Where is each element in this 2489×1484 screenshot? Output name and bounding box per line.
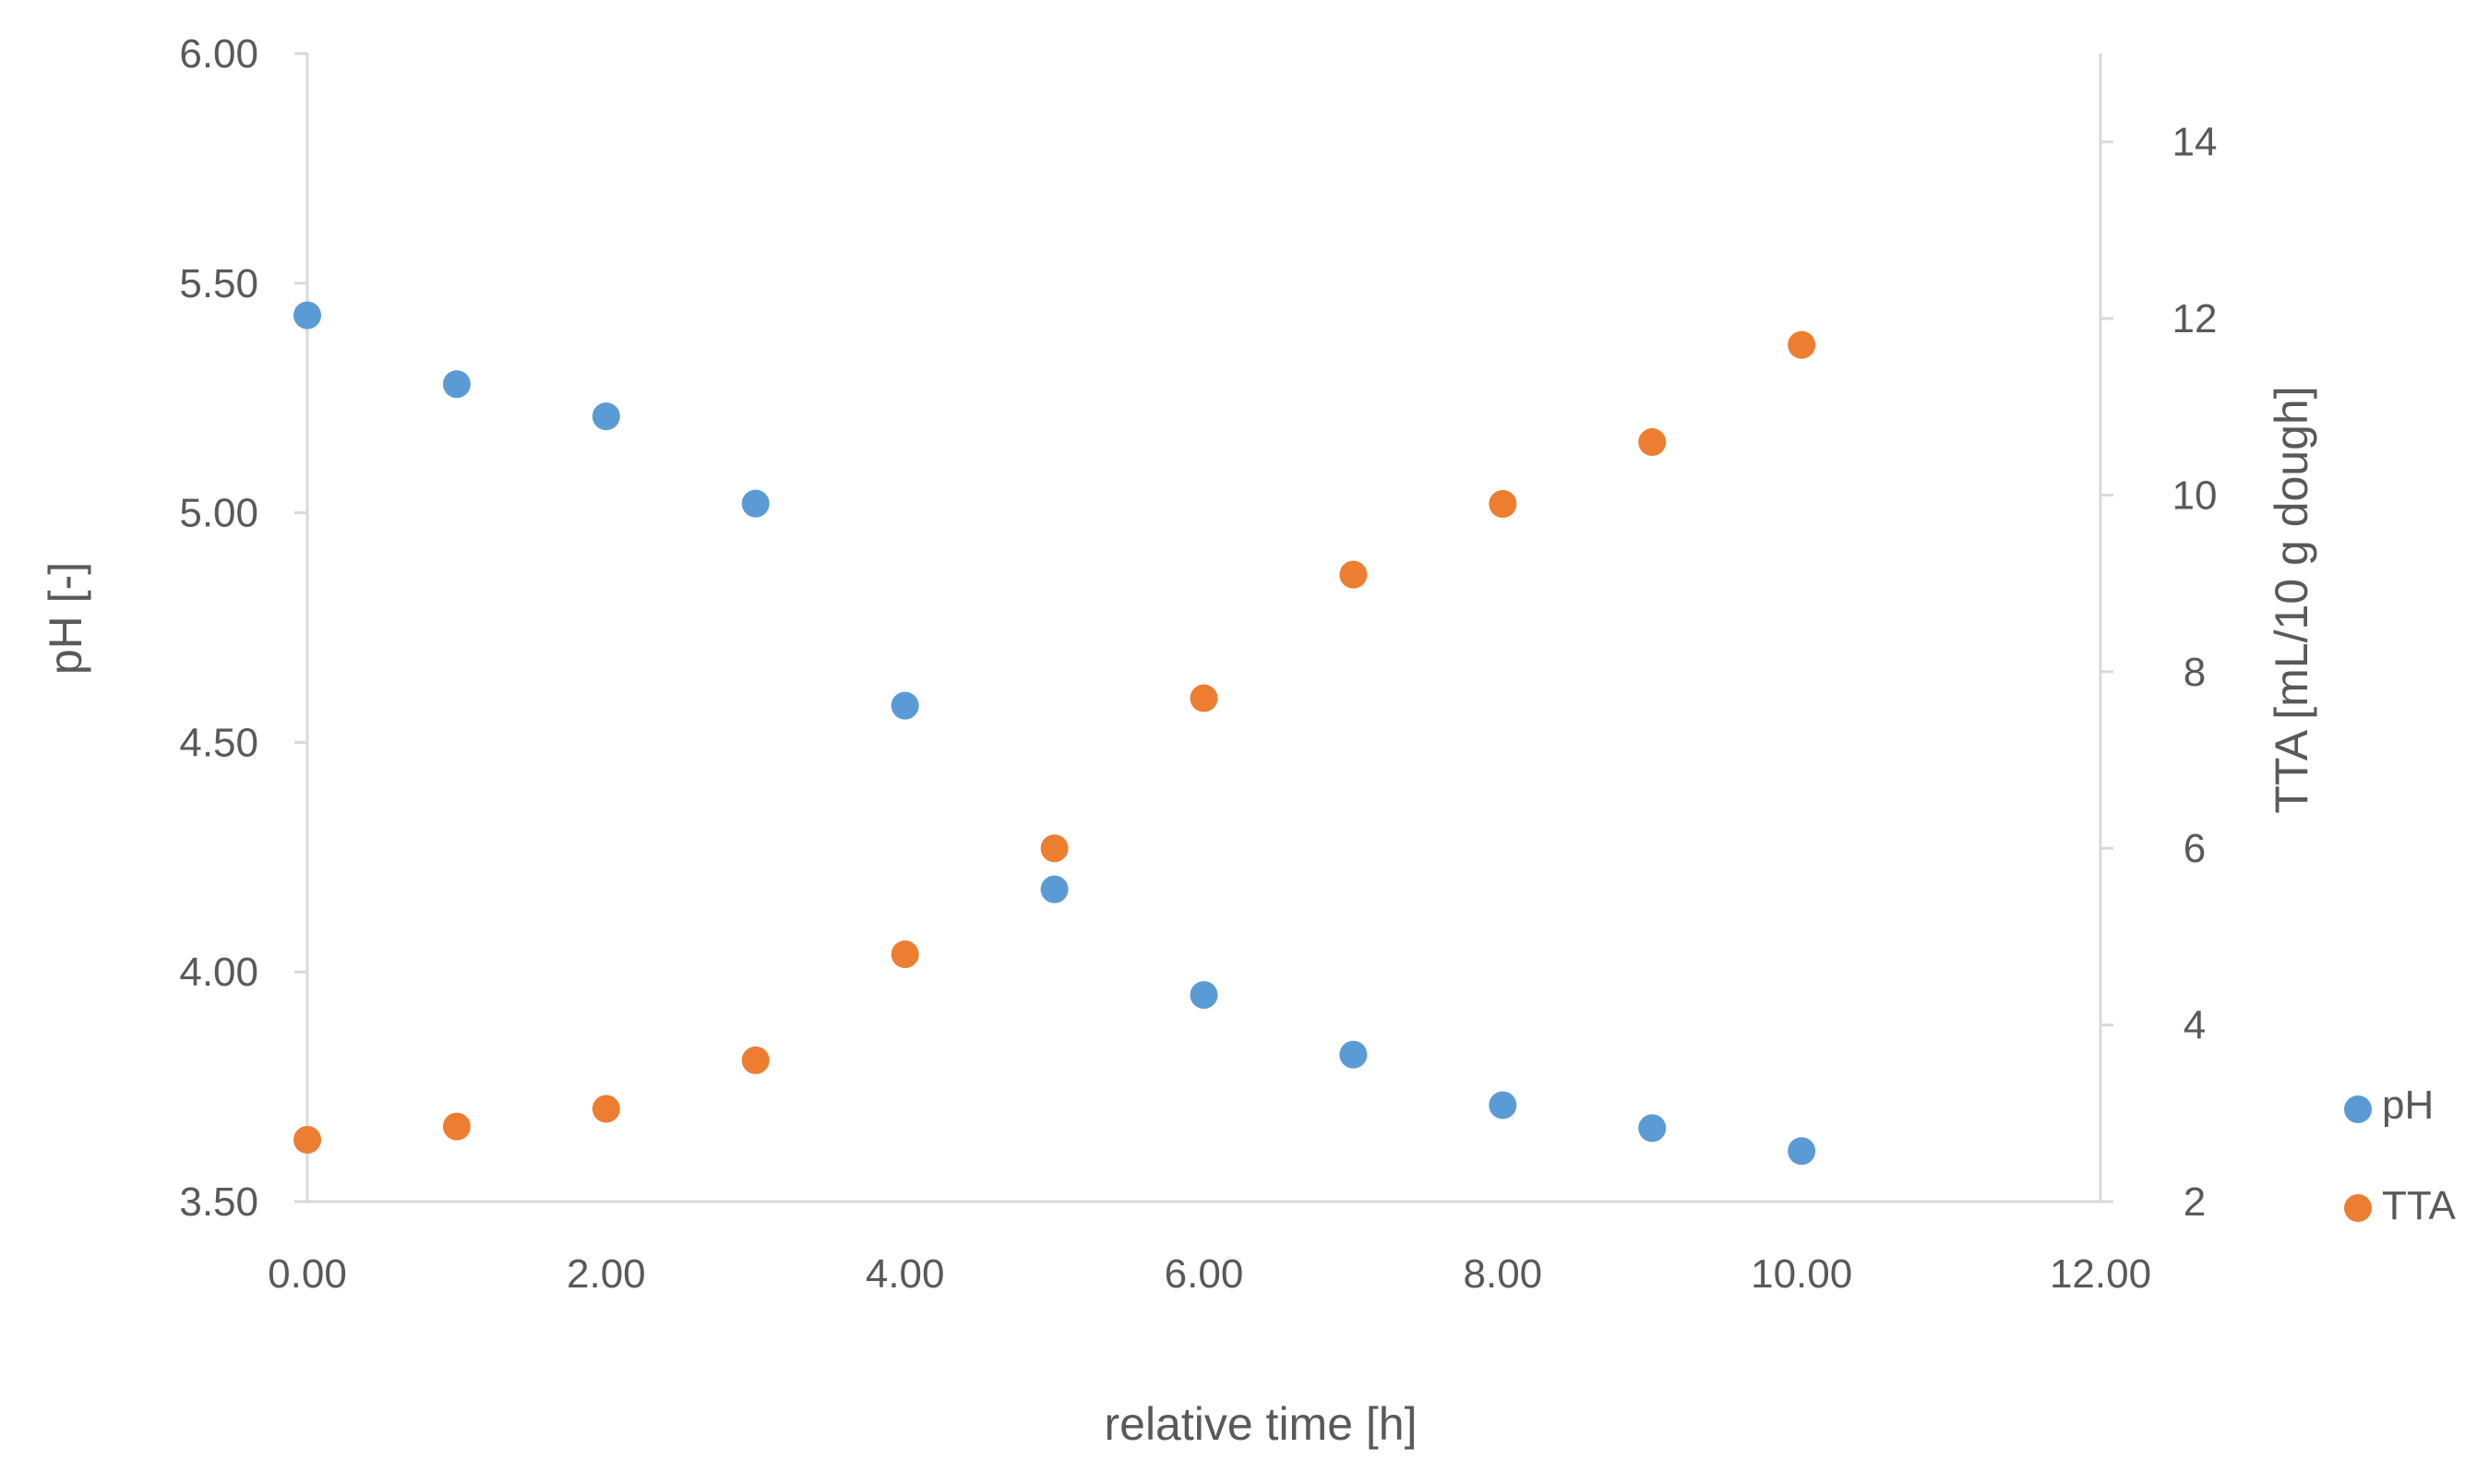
- y2-tick-label: 12: [2172, 296, 2218, 341]
- y2-tick-labels: 2 4 6 8 10 12 14: [2100, 120, 2217, 1225]
- data-points: [293, 301, 1816, 1166]
- point-ph: [891, 691, 919, 720]
- axes: [305, 54, 2102, 1203]
- point-ph: [1638, 1114, 1667, 1143]
- x-tick-label: 6.00: [1165, 1251, 1244, 1297]
- legend-label-tta: TTA: [2382, 1183, 2456, 1228]
- y2-tick-label: 14: [2172, 120, 2218, 165]
- point-tta: [741, 1046, 770, 1074]
- y-tick-label: 4.50: [179, 720, 258, 765]
- x-axis-title: relative time [h]: [1104, 1398, 1417, 1450]
- x-tick-label: 10.00: [1751, 1251, 1852, 1297]
- y-tick-label: 3.50: [179, 1179, 258, 1225]
- legend: pH TTA: [2344, 1083, 2456, 1228]
- point-tta: [1788, 330, 1816, 359]
- y2-tick-label: 8: [2184, 650, 2206, 695]
- point-ph: [1489, 1091, 1517, 1119]
- point-tta: [1339, 560, 1368, 589]
- x-tick-label: 8.00: [1464, 1251, 1543, 1297]
- x-tick-label: 12.00: [2050, 1251, 2151, 1297]
- y-tick-label: 6.00: [179, 31, 258, 77]
- x-tick-labels: 0.00 2.00 4.00 6.00 8.00 10.00 12.00: [268, 1251, 2151, 1297]
- point-tta: [1190, 684, 1218, 712]
- point-ph: [1339, 1040, 1368, 1069]
- y-tick-labels: 3.50 4.00 4.50 5.00 5.50 6.00: [179, 31, 307, 1225]
- point-ph: [293, 301, 321, 329]
- point-ph: [592, 402, 620, 431]
- point-tta: [1040, 834, 1069, 863]
- legend-marker-tta: [2344, 1194, 2372, 1222]
- x-tick-label: 4.00: [866, 1251, 945, 1297]
- x-tick-label: 2.00: [567, 1251, 646, 1297]
- y2-axis-title: TTA [mL/10 g dough]: [2266, 386, 2317, 813]
- point-tta: [442, 1112, 471, 1141]
- point-tta: [1489, 490, 1517, 519]
- legend-label-ph: pH: [2382, 1083, 2434, 1128]
- y2-tick-label: 10: [2172, 473, 2218, 518]
- y-axis-title: pH [-]: [40, 562, 91, 675]
- point-ph: [1190, 981, 1218, 1010]
- point-ph: [741, 489, 770, 518]
- y-tick-label: 5.50: [179, 261, 258, 306]
- point-ph: [442, 370, 471, 399]
- y-tick-label: 5.00: [179, 491, 258, 536]
- point-tta: [891, 940, 919, 969]
- x-tick-label: 0.00: [268, 1251, 347, 1297]
- y-tick-label: 4.00: [179, 950, 258, 995]
- y2-tick-label: 4: [2184, 1003, 2206, 1048]
- point-tta: [293, 1126, 321, 1155]
- point-tta: [1638, 428, 1667, 457]
- point-ph: [1040, 875, 1069, 904]
- y2-tick-label: 2: [2184, 1179, 2206, 1225]
- point-tta: [592, 1095, 620, 1123]
- point-ph: [1788, 1137, 1816, 1166]
- y2-tick-label: 6: [2184, 826, 2206, 871]
- legend-marker-ph: [2344, 1095, 2372, 1123]
